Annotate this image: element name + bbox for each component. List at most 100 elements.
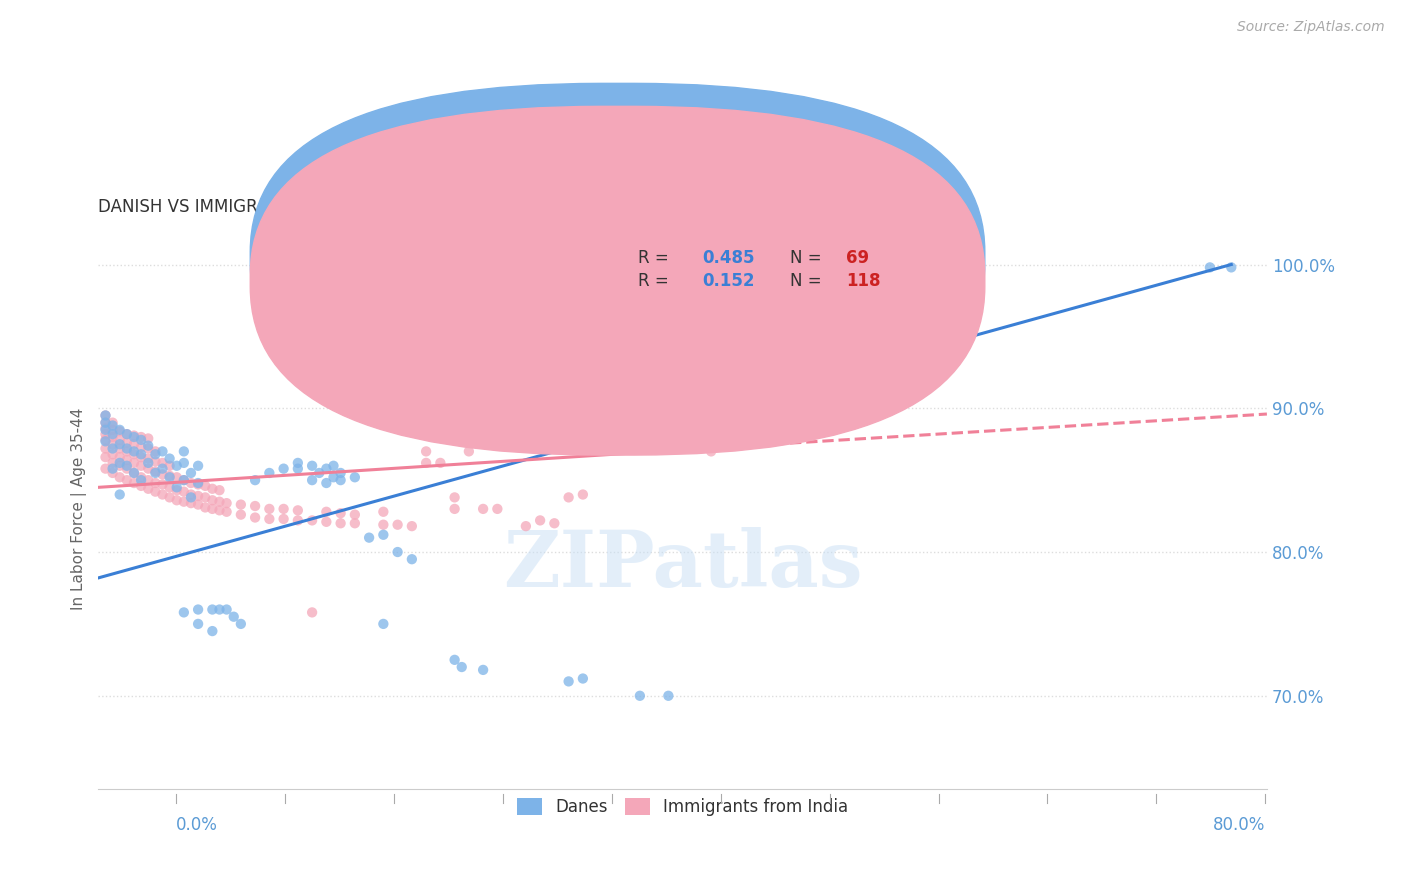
Point — [159, 480, 181, 494]
Legend: Danes, Immigrants from India: Danes, Immigrants from India — [510, 791, 855, 823]
Point — [173, 484, 195, 499]
Point — [194, 500, 217, 515]
Point — [143, 444, 166, 458]
Point — [108, 437, 131, 451]
Point — [166, 470, 188, 484]
Point — [122, 476, 145, 491]
Point — [115, 473, 138, 487]
Point — [259, 512, 281, 526]
Point — [472, 502, 495, 516]
Point — [173, 456, 195, 470]
Point — [329, 466, 352, 480]
FancyBboxPatch shape — [250, 106, 984, 455]
Point — [229, 616, 252, 631]
Point — [108, 424, 131, 438]
Point — [201, 602, 224, 616]
Point — [136, 461, 159, 475]
Text: ZIPatlas: ZIPatlas — [503, 527, 862, 603]
Point — [322, 470, 344, 484]
Point — [122, 466, 145, 480]
Point — [101, 427, 124, 442]
Point — [373, 517, 395, 532]
Point — [387, 517, 409, 532]
Point — [443, 653, 465, 667]
Point — [329, 473, 352, 487]
Point — [557, 674, 579, 689]
Point — [194, 479, 217, 493]
Point — [136, 456, 159, 470]
Point — [122, 430, 145, 444]
Point — [187, 498, 209, 512]
Point — [166, 480, 188, 494]
Point — [159, 470, 181, 484]
Point — [115, 427, 138, 442]
Point — [159, 451, 181, 466]
Point — [94, 461, 117, 475]
Point — [700, 444, 723, 458]
Point — [287, 513, 309, 527]
Point — [94, 427, 117, 442]
Point — [322, 458, 344, 473]
Point — [180, 487, 202, 501]
Point — [94, 442, 117, 456]
Point — [101, 461, 124, 475]
Point — [273, 502, 295, 516]
Point — [152, 467, 174, 482]
Point — [329, 516, 352, 531]
Point — [187, 476, 209, 491]
Point — [101, 442, 124, 456]
Point — [122, 447, 145, 461]
Point — [343, 508, 366, 522]
Point — [115, 427, 138, 442]
Point — [129, 433, 152, 447]
Point — [129, 479, 152, 493]
Point — [143, 465, 166, 479]
Point — [115, 461, 138, 475]
Point — [287, 461, 309, 475]
Point — [122, 437, 145, 451]
Point — [201, 502, 224, 516]
Point — [415, 444, 437, 458]
Point — [173, 494, 195, 508]
Text: DANISH VS IMMIGRANTS FROM INDIA IN LABOR FORCE | AGE 35-44 CORRELATION CHART: DANISH VS IMMIGRANTS FROM INDIA IN LABOR… — [98, 198, 841, 216]
Point — [229, 498, 252, 512]
Y-axis label: In Labor Force | Age 35-44: In Labor Force | Age 35-44 — [72, 408, 87, 610]
FancyBboxPatch shape — [578, 235, 904, 301]
Point — [94, 450, 117, 464]
Point — [243, 499, 266, 513]
Text: N =: N = — [790, 249, 827, 267]
Point — [136, 439, 159, 453]
Point — [180, 496, 202, 510]
Point — [115, 442, 138, 456]
Point — [208, 503, 231, 517]
Point — [108, 458, 131, 473]
Point — [180, 491, 202, 505]
Point — [136, 432, 159, 446]
Point — [315, 515, 337, 529]
Point — [94, 416, 117, 430]
Point — [187, 458, 209, 473]
Point — [166, 493, 188, 508]
Point — [301, 473, 323, 487]
Point — [201, 482, 224, 496]
Point — [129, 430, 152, 444]
Point — [152, 444, 174, 458]
Point — [329, 506, 352, 520]
Point — [187, 616, 209, 631]
Point — [343, 470, 366, 484]
Point — [152, 487, 174, 501]
Point — [515, 519, 537, 533]
Point — [222, 609, 245, 624]
Point — [101, 430, 124, 444]
Point — [194, 491, 217, 505]
Point — [166, 458, 188, 473]
Point — [700, 430, 723, 444]
Point — [301, 458, 323, 473]
Point — [108, 450, 131, 464]
Text: 80.0%: 80.0% — [1213, 815, 1265, 833]
Text: R =: R = — [638, 249, 675, 267]
Point — [173, 473, 195, 487]
Point — [215, 505, 238, 519]
Point — [115, 444, 138, 458]
Point — [387, 545, 409, 559]
